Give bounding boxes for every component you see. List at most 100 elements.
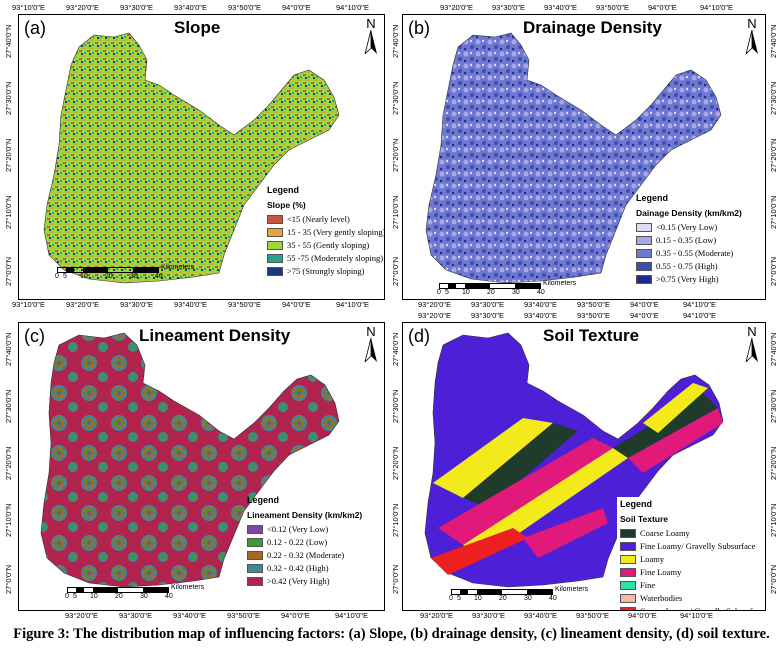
legend-subtitle: Dainage Density (km/km2): [636, 208, 742, 218]
legend-label: Fine Loamy/ Gravelly Subsurface: [640, 541, 756, 551]
latitude-tick: 27°30'0"N: [4, 81, 13, 115]
latitude-tick: 27°20'0"N: [391, 446, 400, 480]
panel-label: (d): [408, 326, 430, 346]
longitude-tick: 94°0'0"E: [281, 611, 310, 620]
legend-swatch: [267, 241, 283, 250]
scale-tick: 30: [140, 593, 148, 600]
legend-label: 0.15 - 0.35 (Low): [656, 235, 717, 245]
legend-item: Fine Loamy: [620, 567, 764, 578]
legend-label: <15 (Nearly level): [287, 214, 350, 224]
longitude-tick: 93°20'0"E: [418, 300, 451, 309]
soil-texture-legend: Legend Soil Texture Coarse Loamy Fine Loa…: [617, 497, 765, 611]
north-arrow-icon: N: [363, 325, 379, 364]
latitude-tick: 27°0'0"N: [4, 256, 13, 286]
longitude-tick: 93°30'0"E: [120, 300, 153, 309]
scale-tick: 5: [73, 593, 77, 600]
legend-title: Legend: [620, 499, 653, 509]
legend-swatch: [620, 594, 636, 603]
legend-swatch: [636, 249, 652, 258]
longitude-tick: 94°10'0"E: [336, 300, 369, 309]
legend-label: 0.12 - 0.22 (Low): [267, 537, 328, 547]
latitude-tick: 27°40'0"N: [391, 332, 400, 366]
longitude-tick: 93°50'0"E: [228, 3, 261, 12]
legend-label: Waterbodies: [640, 593, 683, 603]
longitude-tick: 93°20'0"E: [420, 611, 453, 620]
longitude-tick: 94°0'0"E: [282, 300, 311, 309]
scale-tick: 20: [487, 289, 495, 296]
longitude-tick: 94°0'0"E: [630, 311, 659, 320]
latitude-tick: 27°30'0"N: [391, 81, 400, 115]
longitude-tick: 93°50'0"E: [576, 611, 609, 620]
panel-title: Slope: [174, 18, 221, 37]
latitude-tick: 27°30'0"N: [4, 389, 13, 423]
legend-item: 0.15 - 0.35 (Low): [636, 235, 742, 246]
legend-label: Coarse Loamy/ Gravelly Subsurface: [640, 606, 764, 611]
legend-item: 0.55 - 0.75 (High): [636, 261, 742, 272]
latitude-tick: 27°30'0"N: [769, 81, 778, 115]
scale-tick: 10: [80, 273, 88, 280]
scale-tick: 40: [549, 595, 557, 602]
longitude-tick: 93°30'0"E: [471, 311, 504, 320]
scale-tick: 40: [155, 273, 163, 280]
longitude-tick: 93°20'0"E: [440, 3, 473, 12]
drainage-density-map-panel: (b) Drainage Density N Legend Dainage De…: [402, 14, 766, 300]
legend-title: Legend: [267, 185, 300, 195]
soil-texture-map-panel: (d) Soil Texture N Legend Soil Texture C…: [402, 322, 766, 611]
legend-item: 55 -75 (Moderately sloping): [267, 253, 384, 264]
legend-swatch: [267, 267, 283, 276]
legend-subtitle: Slope (%): [267, 200, 306, 210]
scale-tick: 20: [499, 595, 507, 602]
legend-label: >0.75 (Very High): [656, 274, 719, 284]
lineament-density-map: [40, 332, 340, 588]
north-arrow-icon: N: [363, 17, 379, 56]
legend-item: Fine: [620, 580, 764, 591]
scale-tick: 30: [130, 273, 138, 280]
longitude-tick: 93°20'0"E: [65, 611, 98, 620]
longitude-tick: 94°10'0"E: [335, 611, 368, 620]
longitude-tick: 93°40'0"E: [524, 311, 557, 320]
latitude-tick: 27°20'0"N: [4, 446, 13, 480]
longitude-tick: 93°40'0"E: [524, 611, 557, 620]
legend-swatch: [620, 555, 636, 564]
legend-label: 35 - 55 (Gently sloping): [287, 240, 370, 250]
legend-label: 0.22 - 0.32 (Moderate): [267, 550, 345, 560]
legend-swatch: [267, 215, 283, 224]
legend-item: <15 (Nearly level): [267, 214, 384, 225]
slope-map-panel: (a) Slope N Legend Slope (%) <15 (Nearly…: [18, 14, 385, 300]
legend-label: <0.15 (Very Low): [656, 222, 718, 232]
latitude-tick: 27°0'0"N: [391, 256, 400, 286]
longitude-tick: 93°10'0"E: [12, 300, 45, 309]
legend-label: >0.42 (Very High): [267, 576, 330, 586]
legend-item: >0.42 (Very High): [247, 576, 362, 587]
latitude-tick: 27°10'0"N: [391, 195, 400, 229]
latitude-tick: 27°0'0"N: [769, 564, 778, 594]
legend-label: Loamy: [640, 554, 665, 564]
north-arrow-icon: N: [744, 325, 760, 364]
legend-label: Fine Loamy: [640, 567, 682, 577]
latitude-tick: 27°10'0"N: [391, 503, 400, 537]
legend-item: Waterbodies: [620, 593, 764, 604]
latitude-tick: 27°0'0"N: [769, 256, 778, 286]
longitude-tick: 94°10'0"E: [683, 300, 716, 309]
latitude-tick: 27°40'0"N: [4, 332, 13, 366]
legend-swatch: [247, 564, 263, 573]
latitude-tick: 27°40'0"N: [4, 24, 13, 58]
longitude-tick: 93°40'0"E: [544, 3, 577, 12]
latitude-tick: 27°30'0"N: [391, 389, 400, 423]
longitude-tick: 94°10'0"E: [336, 3, 369, 12]
legend-swatch: [267, 254, 283, 263]
legend-label: 15 - 35 (Very gently sloping): [287, 227, 385, 237]
legend-item: <0.12 (Very Low): [247, 524, 362, 535]
longitude-tick: 93°50'0"E: [596, 3, 629, 12]
legend-swatch: [247, 538, 263, 547]
legend-item: 0.22 - 0.32 (Moderate): [247, 550, 362, 561]
legend-swatch: [247, 577, 263, 586]
scale-tick: 20: [105, 273, 113, 280]
scale-tick: 10: [90, 593, 98, 600]
longitude-tick: 93°40'0"E: [174, 3, 207, 12]
legend-swatch: [620, 607, 636, 610]
scale-tick: 0: [437, 289, 441, 296]
latitude-tick: 27°20'0"N: [769, 138, 778, 172]
legend-item: 35 - 55 (Gently sloping): [267, 240, 384, 251]
latitude-tick: 27°20'0"N: [769, 446, 778, 480]
